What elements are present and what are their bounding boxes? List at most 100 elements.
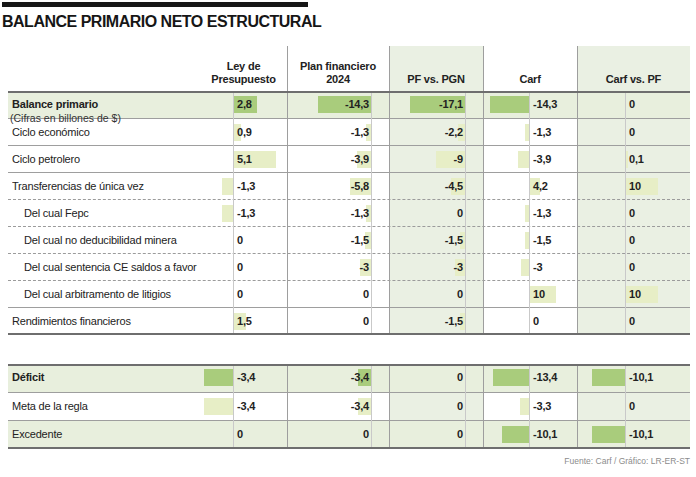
units-note: (Cifras en billones de $) — [10, 112, 121, 124]
value-cell: 10 — [577, 281, 690, 307]
value-cell: -1,5 — [389, 308, 483, 334]
value-cell: 0 — [200, 281, 287, 307]
cell-value: -1,5 — [445, 227, 463, 253]
value-cell: -14,3 — [483, 91, 577, 118]
baseline-axis — [625, 364, 626, 448]
cell-value: -1,3 — [351, 200, 369, 226]
cell-value: 0 — [457, 281, 463, 307]
value-cell: -3,4 — [200, 364, 287, 392]
chart-title: BALANCE PRIMARIO NETO ESTRUCTURAL — [2, 13, 321, 31]
data-bar — [521, 259, 529, 276]
column-header-line: Ley de — [227, 60, 261, 73]
cell-value: -14,3 — [533, 91, 557, 117]
column-separator — [577, 364, 578, 448]
table-frame-line — [8, 333, 690, 335]
table-row: Déficit-3,4-3,40-13,4-10,1 — [8, 364, 690, 392]
main-table: (Cifras en billones de $) Ley dePresupue… — [8, 46, 690, 334]
value-cell: 4,2 — [483, 173, 577, 199]
column-header: Carf vs. PF — [577, 46, 690, 91]
baseline-axis — [529, 91, 530, 334]
cell-value: 2,8 — [237, 91, 252, 117]
cell-value: -3 — [360, 254, 369, 280]
row-label: Meta de la regla — [12, 393, 200, 420]
cell-value: -1,5 — [445, 308, 463, 334]
value-cell: -17,1 — [389, 91, 483, 118]
cell-value: -3,4 — [237, 364, 255, 390]
value-cell: 0 — [389, 393, 483, 420]
value-cell: 0 — [287, 421, 389, 448]
cell-value: -5,8 — [351, 173, 369, 199]
column-header-line: 2024 — [326, 73, 350, 86]
value-cell: -14,3 — [287, 91, 389, 118]
value-cell: 0 — [577, 393, 690, 420]
column-header: PF vs. PGN — [389, 46, 483, 91]
row-label: Del cual sentencia CE saldos a favor — [24, 254, 212, 280]
value-cell: 0 — [200, 421, 287, 448]
value-cell: -10,1 — [577, 364, 690, 392]
row-label: Del cual Fepc — [24, 200, 212, 226]
data-bar — [222, 205, 233, 222]
cell-value: 0 — [457, 200, 463, 226]
value-cell: -1,3 — [287, 119, 389, 145]
table-row: Del cual Fepc -1,3 -1,3 0 -1,3 0 — [8, 199, 690, 226]
row-label: Déficit — [12, 364, 200, 392]
value-cell: -1,3 — [287, 200, 389, 226]
value-cell: -9 — [389, 146, 483, 172]
cell-value: 0 — [629, 119, 635, 145]
cell-value: -3,4 — [237, 393, 255, 419]
table-frame-line — [8, 91, 690, 93]
summary-table: Déficit-3,4-3,40-13,4-10,1Meta de la reg… — [8, 364, 690, 448]
cell-value: 0 — [629, 308, 635, 334]
cell-value: 0 — [629, 227, 635, 253]
column-header-line: Carf vs. PF — [606, 73, 661, 86]
value-cell: 0 — [389, 421, 483, 448]
value-cell: 0 — [200, 254, 287, 280]
value-cell: -1,3 — [483, 200, 577, 226]
value-cell: 1,5 — [200, 308, 287, 334]
table-frame-line — [8, 364, 690, 366]
cell-value: 0 — [629, 200, 635, 226]
data-bar — [592, 369, 625, 386]
cell-value: -10,1 — [629, 421, 653, 447]
data-bar — [502, 426, 529, 443]
cell-value: -4,5 — [445, 173, 463, 199]
cell-value: 0 — [237, 421, 243, 447]
cell-value: -2,2 — [445, 119, 463, 145]
table-row: Del cual sentencia CE saldos a favor 0 -3 -… — [8, 253, 690, 280]
cell-value: -1,3 — [237, 173, 255, 199]
cell-value: -3 — [454, 254, 463, 280]
cell-value: 10 — [629, 281, 641, 307]
cell-value: 5,1 — [237, 146, 252, 172]
row-label: Transferencias de única vez — [12, 173, 200, 199]
cell-value: 0 — [363, 281, 369, 307]
baseline-axis — [371, 91, 372, 334]
value-cell: 2,8 — [200, 91, 287, 118]
cell-value: -3 — [533, 254, 542, 280]
data-bar — [518, 151, 529, 168]
cell-value: -1,3 — [351, 119, 369, 145]
cell-value: 10 — [533, 281, 545, 307]
cell-value: -17,1 — [439, 91, 463, 117]
row-label: Ciclo petrolero — [12, 146, 200, 172]
value-cell: 0 — [287, 281, 389, 307]
value-cell: 0 — [577, 91, 690, 118]
value-cell: 5,1 — [200, 146, 287, 172]
cell-value: -1,3 — [237, 200, 255, 226]
cell-value: 0 — [629, 393, 635, 419]
baseline-axis — [465, 91, 466, 334]
row-label: Rendimientos financieros — [12, 308, 200, 334]
value-cell: -1,3 — [483, 119, 577, 145]
value-cell: 0 — [577, 308, 690, 334]
data-bar — [592, 426, 625, 443]
cell-value: 0 — [363, 421, 369, 447]
baseline-axis — [529, 364, 530, 448]
table-row: Ciclo petrolero5,1-3,9-9-3,90,1 — [8, 145, 690, 172]
cell-value: 0 — [237, 254, 243, 280]
cell-value: 0 — [237, 281, 243, 307]
cell-value: 0 — [363, 308, 369, 334]
value-cell: -3,4 — [287, 393, 389, 420]
data-bar — [490, 96, 529, 113]
cell-value: -9 — [454, 146, 463, 172]
value-cell: -3 — [483, 254, 577, 280]
cell-value: -3,4 — [351, 364, 369, 390]
